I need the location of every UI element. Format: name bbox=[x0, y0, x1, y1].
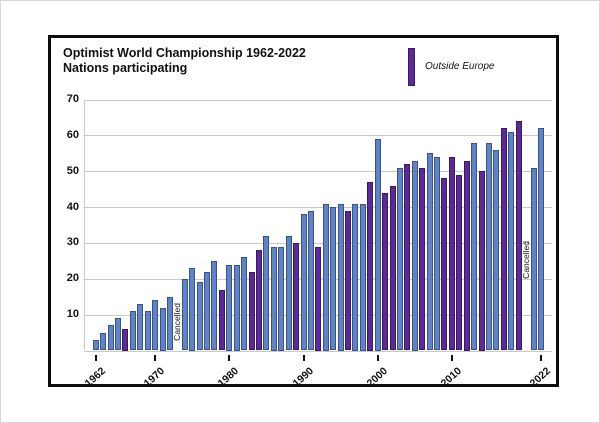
x-axis-baseline bbox=[84, 350, 552, 352]
bar-2012 bbox=[463, 160, 470, 351]
cancelled-label-2020: Cancelled bbox=[520, 240, 531, 279]
legend-swatch-outside-europe bbox=[408, 48, 415, 86]
bar-2019 bbox=[515, 121, 522, 351]
bar-1962 bbox=[92, 339, 99, 351]
bar-1995 bbox=[337, 203, 344, 351]
bar-1985 bbox=[263, 235, 270, 351]
bar-1967 bbox=[129, 311, 136, 351]
bar-chart-plot-area: 70 60 50 40 30 20 10 Cancelled Cancelled 1962 1970… bbox=[51, 38, 556, 389]
bar-1989 bbox=[293, 242, 299, 351]
bar-1993 bbox=[322, 203, 329, 351]
bar-2001 bbox=[382, 192, 389, 351]
chart-title-line2: Nations participating bbox=[63, 61, 188, 75]
gridline-40 bbox=[84, 207, 552, 209]
bar-2017 bbox=[500, 128, 507, 351]
bar-1964 bbox=[107, 325, 114, 351]
bar-1982 bbox=[241, 257, 248, 351]
x-axis-label-1962: 1962 bbox=[82, 364, 108, 390]
bar-2004 bbox=[404, 164, 411, 351]
bar-1977 bbox=[204, 271, 210, 351]
bar-2003 bbox=[396, 167, 403, 351]
bar-1994 bbox=[330, 207, 337, 351]
bar-1968 bbox=[137, 303, 144, 351]
bar-2011 bbox=[456, 174, 463, 351]
bar-1987 bbox=[278, 246, 285, 351]
chart-figure: Optimist World Championship 1962-2022 Na… bbox=[48, 35, 559, 389]
bar-2013 bbox=[471, 142, 478, 351]
x-tick-2000 bbox=[376, 354, 379, 361]
x-tick-1962 bbox=[94, 354, 97, 361]
bar-2006 bbox=[419, 167, 426, 351]
gridline-60 bbox=[84, 135, 552, 137]
bar-1981 bbox=[233, 264, 240, 351]
x-axis-label-1970: 1970 bbox=[141, 364, 168, 390]
bar-2009 bbox=[441, 178, 448, 351]
legend-label: Outside Europe bbox=[425, 61, 495, 72]
x-tick-1980 bbox=[228, 354, 231, 361]
x-tick-2022 bbox=[539, 354, 542, 361]
bar-2014 bbox=[478, 171, 485, 351]
x-axis-label-2000: 2000 bbox=[364, 364, 390, 390]
bar-1996 bbox=[345, 210, 351, 351]
bar-1979 bbox=[218, 289, 225, 351]
bar-1978 bbox=[211, 260, 218, 351]
bar-1966 bbox=[122, 329, 129, 351]
y-axis-line bbox=[84, 99, 85, 351]
bar-1975 bbox=[189, 268, 196, 351]
bar-2022 bbox=[537, 128, 544, 351]
chart-title-line1: Optimist World Championship 1962-2022 bbox=[63, 46, 306, 60]
bar-1992 bbox=[315, 246, 322, 351]
chart-title: Optimist World Championship 1962-2022 Na… bbox=[63, 46, 306, 76]
x-axis-label-2010: 2010 bbox=[438, 364, 464, 390]
bar-1998 bbox=[359, 203, 366, 351]
y-axis-label-60: 60 bbox=[66, 128, 79, 141]
bar-1984 bbox=[255, 250, 262, 351]
bar-1970 bbox=[152, 300, 159, 351]
bar-1974 bbox=[181, 278, 188, 351]
y-axis-label-70: 70 bbox=[66, 93, 79, 106]
gridline-30 bbox=[84, 242, 552, 244]
bar-1976 bbox=[196, 282, 203, 351]
gridline-70 bbox=[84, 99, 552, 101]
bar-1990 bbox=[300, 214, 307, 351]
bar-2016 bbox=[493, 149, 500, 351]
bar-1972 bbox=[166, 296, 173, 351]
x-tick-1990 bbox=[302, 354, 305, 361]
bar-1980 bbox=[226, 264, 233, 351]
bar-2000 bbox=[374, 139, 381, 351]
y-axis-label-30: 30 bbox=[66, 236, 79, 249]
bar-2002 bbox=[389, 185, 396, 351]
bar-1963 bbox=[100, 332, 107, 351]
x-axis-label-1990: 1990 bbox=[290, 364, 316, 390]
y-axis-label-10: 10 bbox=[66, 308, 79, 321]
bar-1991 bbox=[307, 210, 314, 351]
y-axis-label-20: 20 bbox=[66, 272, 79, 285]
bar-1986 bbox=[270, 246, 277, 351]
bar-2008 bbox=[434, 156, 440, 351]
bar-1997 bbox=[352, 203, 359, 351]
x-tick-2010 bbox=[450, 354, 453, 361]
y-axis-label-40: 40 bbox=[66, 200, 79, 213]
bar-2018 bbox=[508, 131, 515, 351]
bar-2015 bbox=[486, 142, 492, 351]
bar-1965 bbox=[115, 318, 121, 351]
bar-2005 bbox=[411, 160, 418, 351]
bar-1983 bbox=[248, 271, 255, 351]
x-axis-label-1980: 1980 bbox=[215, 364, 242, 390]
bar-1971 bbox=[159, 307, 166, 351]
x-axis-label-2022: 2022 bbox=[527, 364, 553, 390]
x-tick-1970 bbox=[154, 354, 157, 361]
bar-1969 bbox=[144, 311, 151, 351]
y-axis-label-50: 50 bbox=[66, 164, 79, 177]
bar-2021 bbox=[530, 167, 537, 351]
bar-2007 bbox=[426, 153, 433, 351]
cancelled-label-1973: Cancelled bbox=[171, 302, 182, 341]
gridline-50 bbox=[84, 171, 552, 173]
bar-1988 bbox=[285, 235, 292, 351]
bar-2010 bbox=[448, 156, 455, 351]
bar-1999 bbox=[367, 182, 374, 351]
